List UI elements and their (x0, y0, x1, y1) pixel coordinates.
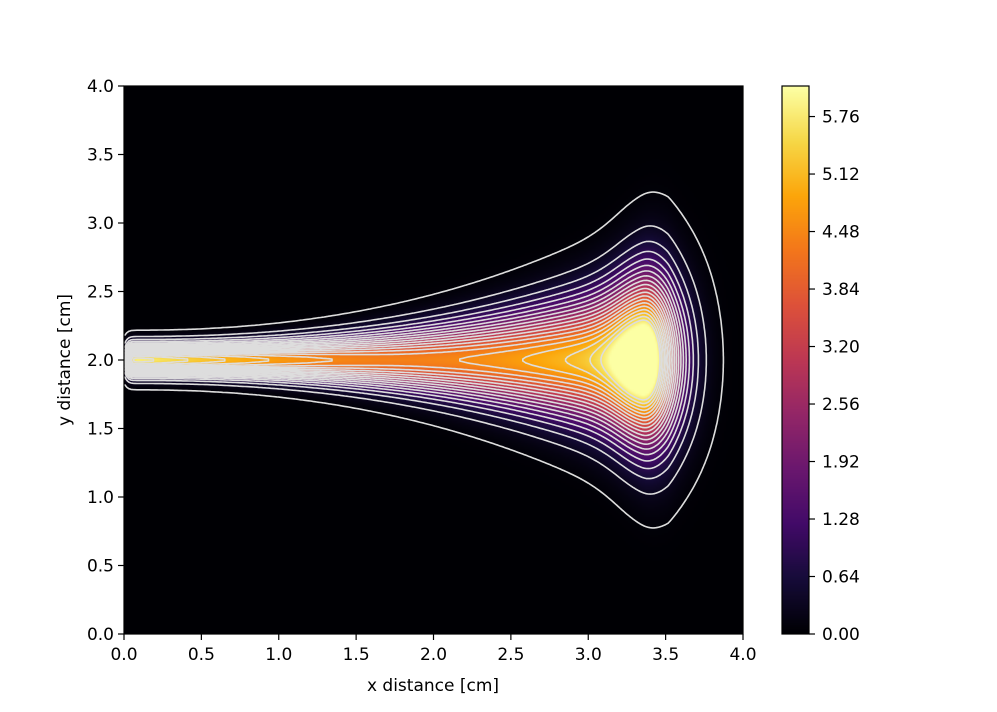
contour-level-14 (128, 302, 669, 418)
x-tick-label: 0.0 (110, 645, 137, 665)
contour-level-10 (126, 287, 676, 433)
x-axis: 0.0 0.5 1.0 1.5 2.0 2.5 3.0 3.5 4.0 (110, 634, 757, 665)
colorbar-tick-label: 0.64 (822, 568, 860, 588)
x-tick-label: 1.5 (343, 645, 370, 665)
colorbar-tick-label: 3.84 (822, 280, 860, 300)
colorbar-tick-label: 3.20 (822, 338, 860, 358)
contour-level-3 (124, 250, 695, 470)
heatmap-image (124, 86, 743, 634)
y-tick-label: 1.5 (87, 420, 114, 440)
y-tick-label: 3.0 (87, 214, 114, 234)
y-tick-label: 1.0 (87, 488, 114, 508)
colorbar-axis: 0.00 0.64 1.28 1.92 2.56 3.20 3.84 4.48 5.12 5.76 (809, 108, 860, 645)
y-tick-label: 2.5 (87, 283, 114, 303)
x-axis-label: x distance [cm] (367, 676, 499, 696)
x-tick-label: 3.5 (652, 645, 679, 665)
contour-level-1 (124, 225, 708, 495)
colorbar-tick-label: 5.76 (822, 108, 860, 128)
contour-level-16 (129, 308, 666, 412)
x-tick-label: 1.0 (265, 645, 292, 665)
contour-level-8 (125, 279, 680, 441)
contour-level-12 (127, 295, 672, 425)
contour-level-2 (124, 240, 700, 480)
colorbar-tick-label: 5.12 (822, 165, 860, 185)
x-tick-label: 2.0 (420, 645, 447, 665)
contour-level-0 (124, 191, 725, 529)
x-tick-label: 2.5 (497, 645, 524, 665)
contour-level-7 (125, 275, 682, 445)
contour-level-18 (130, 315, 663, 405)
contour-level-6 (124, 270, 685, 450)
contour-level-11 (126, 291, 674, 429)
colorbar-tick-label: 4.48 (822, 223, 860, 243)
colorbar-tick-label: 2.56 (822, 395, 860, 415)
colorbar-tick-label: 1.92 (822, 453, 860, 473)
x-tick-label: 0.5 (188, 645, 215, 665)
y-tick-label: 2.0 (87, 351, 114, 371)
contour-level-9 (125, 283, 678, 437)
y-axis-label: y distance [cm] (55, 294, 75, 426)
contour-level-19 (132, 319, 661, 401)
contour-level-13 (127, 298, 671, 422)
colorbar-gradient (782, 86, 809, 634)
y-tick-label: 0.5 (87, 557, 114, 577)
colorbar-tick-label: 0.00 (822, 625, 860, 645)
contour-level-17 (129, 312, 664, 408)
y-tick-label: 4.0 (87, 77, 114, 97)
contour-level-4 (124, 258, 691, 462)
colorbar-tick-label: 1.28 (822, 510, 860, 530)
contour-lines (124, 191, 725, 529)
y-axis: 0.0 0.5 1.0 1.5 2.0 2.5 3.0 3.5 4.0 (87, 77, 124, 645)
colorbar-frame (781, 85, 810, 635)
y-tick-label: 0.0 (87, 625, 114, 645)
y-tick-label: 3.5 (87, 146, 114, 166)
contour-level-5 (124, 264, 687, 456)
x-tick-label: 3.0 (575, 645, 602, 665)
x-tick-label: 4.0 (729, 645, 756, 665)
contour-level-15 (128, 305, 668, 415)
